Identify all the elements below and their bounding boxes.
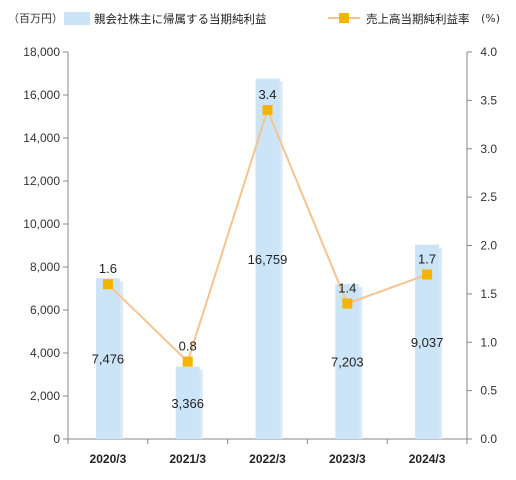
right-tick-label: 3.5 [480,93,497,107]
legend-marker-margin [339,13,349,23]
left-tick-label: 8,000 [30,260,60,274]
right-tick-label: 3.0 [480,142,497,156]
line-point [422,269,433,280]
bar [95,278,120,439]
left-tick-label: 16,000 [23,88,60,102]
legend-swatch-profit [64,12,90,25]
left-tick-label: 10,000 [23,217,60,231]
right-tick-label: 2.0 [480,239,497,253]
x-tick-label: 2023/3 [329,452,366,466]
line-data-label: 1.7 [418,252,436,267]
line-data-label: 0.8 [179,339,197,354]
legend: 親会社株主に帰属する当期純利益 売上高当期純利益率 [64,12,470,26]
bar-data-label: 9,037 [411,335,444,350]
line-point [342,298,353,309]
line-data-label: 1.4 [338,281,356,296]
bar-data-label: 7,203 [331,355,364,370]
left-tick-label: 12,000 [23,174,60,188]
left-axis-unit: （百万円） [8,12,63,25]
legend-label-margin: 売上高当期純利益率 [366,12,470,26]
line-series [102,105,433,367]
bar [175,366,200,439]
right-tick-label: 1.0 [480,335,497,349]
right-axis-unit: (%) [481,12,500,25]
line-point [262,105,273,116]
bar-data-label: 7,476 [92,352,125,367]
bar [335,284,360,439]
bar [255,78,280,439]
bar-data-label: 16,759 [248,252,288,267]
bar-data-label: 3,366 [171,396,204,411]
line-point [182,356,193,367]
left-tick-label: 2,000 [30,389,60,403]
left-tick-label: 0 [53,432,60,446]
x-tick-label: 2022/3 [249,452,286,466]
line-data-label: 3.4 [258,87,276,102]
axes: 0 2,000 4,000 6,000 8,000 10,000 12,000 14,000 1… [23,45,497,466]
x-tick-label: 2021/3 [169,452,206,466]
right-tick-label: 4.0 [480,45,497,59]
left-tick-label: 14,000 [23,131,60,145]
left-tick-label: 6,000 [30,303,60,317]
right-tick-label: 0.5 [480,384,497,398]
x-tick-label: 2024/3 [409,452,446,466]
legend-label-profit: 親会社株主に帰属する当期純利益 [94,12,267,26]
x-tick-label: 2020/3 [90,452,127,466]
data-labels: 1.6 0.8 3.4 1.4 1.7 7,476 3,366 16,759 7,203 9,03… [92,87,444,411]
right-tick-label: 0.0 [480,432,497,446]
line-data-label: 1.6 [99,261,117,276]
right-tick-label: 2.5 [480,190,497,204]
left-tick-label: 18,000 [23,45,60,59]
line-point [102,279,113,290]
right-tick-label: 1.5 [480,287,497,301]
left-tick-label: 4,000 [30,346,60,360]
